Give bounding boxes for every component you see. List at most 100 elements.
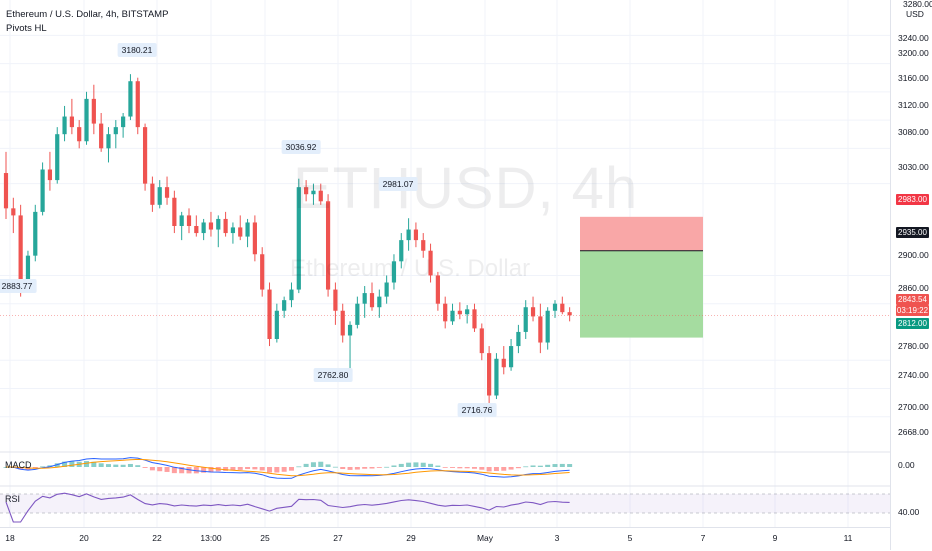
macd-histogram-bar xyxy=(347,467,353,470)
rsi-pane xyxy=(0,492,890,523)
candle-body xyxy=(377,296,382,308)
pivot-low-label: 2883.77 xyxy=(0,279,37,293)
candle-body xyxy=(230,227,236,234)
candle-body xyxy=(252,222,257,255)
currency-label[interactable]: USD xyxy=(906,9,924,19)
candle-body xyxy=(508,346,514,368)
candle-body xyxy=(47,169,53,181)
macd-axis-value: 0.00 xyxy=(898,460,915,470)
last-price-tag[interactable]: 2843.54 xyxy=(896,294,929,305)
candle-body xyxy=(325,201,331,290)
time-tick: 9 xyxy=(772,533,778,543)
candle-body xyxy=(523,307,528,332)
watermark-name: Ethereum / U.S. Dollar xyxy=(290,255,531,282)
rsi-line xyxy=(5,492,570,523)
macd-histogram-bar xyxy=(208,467,214,473)
candle-body xyxy=(99,123,104,149)
candle-body xyxy=(399,240,404,262)
price-tick: 2700.00 xyxy=(898,402,929,412)
time-tick: 25 xyxy=(260,533,270,543)
stop-price-tag[interactable]: 2983.00 xyxy=(896,194,929,205)
macd-histogram-bar xyxy=(310,462,316,467)
time-tick: 5 xyxy=(627,533,633,543)
candle-body xyxy=(421,240,426,251)
macd-histogram-bar xyxy=(47,465,53,467)
target-price-tag[interactable]: 2812.00 xyxy=(896,318,929,329)
entry-price-tag[interactable]: 2935.00 xyxy=(896,227,929,238)
macd-histogram-bar xyxy=(62,461,68,467)
candle-body xyxy=(186,215,192,226)
bar-countdown-tag: 03:19:22 xyxy=(896,305,929,316)
candle-body xyxy=(428,250,433,276)
rsi-label[interactable]: RSI xyxy=(5,494,21,504)
macd-histogram-bar xyxy=(362,467,368,469)
time-tick: 20 xyxy=(79,533,89,543)
candle-body xyxy=(384,282,389,297)
macd-histogram-bar xyxy=(288,467,294,471)
macd-histogram-bar xyxy=(157,467,163,472)
candle-body xyxy=(355,303,360,325)
macd-histogram-bar xyxy=(537,465,543,467)
candle-body xyxy=(479,328,484,354)
candle-body xyxy=(179,215,184,226)
macd-histogram-bar xyxy=(435,465,441,467)
symbol-legend[interactable]: Ethereum / U.S. Dollar, 4h, BITSTAMP xyxy=(6,9,169,20)
candle-body xyxy=(501,358,506,368)
indicator-legend[interactable]: Pivots HL xyxy=(6,23,47,34)
time-axis[interactable] xyxy=(0,527,890,551)
candle-body xyxy=(347,324,353,336)
macd-histogram-bar xyxy=(457,467,463,469)
position-zones[interactable] xyxy=(0,216,890,338)
macd-histogram-bar xyxy=(420,462,426,467)
time-tick: 7 xyxy=(700,533,706,543)
price-tick: 2740.00 xyxy=(898,370,929,380)
macd-histogram-bar xyxy=(354,467,360,470)
macd-histogram-bar xyxy=(142,467,148,468)
macd-histogram-bar xyxy=(545,464,551,467)
macd-histogram-bar xyxy=(523,466,529,468)
candle-body xyxy=(494,358,499,396)
candle-body xyxy=(311,190,316,195)
candle-body xyxy=(33,211,38,256)
macd-histogram-bar xyxy=(223,467,229,471)
pivot-high-label: 3180.21 xyxy=(117,43,157,57)
time-tick: 3 xyxy=(554,533,560,543)
macd-label[interactable]: MACD xyxy=(5,460,32,470)
macd-histogram-bar xyxy=(552,464,558,467)
candle-body xyxy=(208,222,214,230)
candle-body xyxy=(238,227,243,237)
macd-histogram-bar xyxy=(398,463,404,467)
candle-body xyxy=(106,134,111,149)
time-tick: May xyxy=(476,533,494,543)
macd-histogram-bar xyxy=(325,464,331,467)
candle-body xyxy=(91,98,96,124)
macd-histogram-bar xyxy=(442,467,448,468)
macd-histogram-bar xyxy=(493,467,499,472)
candle-body xyxy=(516,331,521,347)
candle-body xyxy=(55,134,60,181)
macd-histogram-bar xyxy=(384,466,390,468)
price-tick: 3280.00 xyxy=(903,0,932,9)
candle-body xyxy=(282,300,287,311)
candle-body xyxy=(530,307,536,317)
macd-histogram-bar xyxy=(486,467,492,472)
macd-histogram-bar xyxy=(54,463,60,467)
candle-body xyxy=(84,98,89,142)
macd-histogram-bar xyxy=(471,467,477,469)
candle-body xyxy=(296,187,301,290)
price-axis[interactable] xyxy=(890,0,932,550)
time-tick: 22 xyxy=(152,533,162,543)
price-tick: 3030.00 xyxy=(898,162,929,172)
candle-body xyxy=(487,353,492,396)
candle-body xyxy=(245,222,250,237)
macd-histogram-bar xyxy=(303,463,309,467)
macd-histogram-bar xyxy=(237,467,243,470)
macd-histogram-bar xyxy=(391,465,397,467)
candle-body xyxy=(121,116,126,128)
macd-histogram-bar xyxy=(340,467,346,470)
candle-body xyxy=(443,303,448,322)
macd-histogram-bar xyxy=(149,467,155,471)
macd-histogram-bar xyxy=(69,461,75,467)
candle-body xyxy=(172,197,177,226)
